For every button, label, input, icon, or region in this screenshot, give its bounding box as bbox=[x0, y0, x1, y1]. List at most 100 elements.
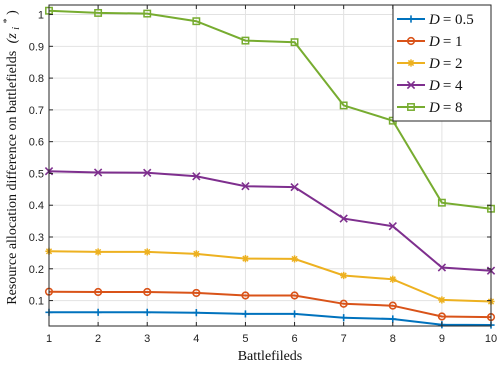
legend-series-value: = 8 bbox=[443, 100, 463, 116]
y-axis-label-text: Resource allocation difference on battle… bbox=[5, 51, 20, 305]
legend-label: D = 0.5 bbox=[428, 12, 474, 28]
y-tick-label: 0.4 bbox=[29, 200, 44, 212]
y-tick-label: 0.7 bbox=[29, 105, 44, 117]
data-point-marker bbox=[437, 263, 447, 272]
data-point-marker bbox=[340, 271, 348, 280]
y-tick-label: 0.8 bbox=[29, 73, 44, 85]
legend: D = 0.5D = 1D = 2D = 4D = 8 bbox=[392, 4, 492, 122]
series-line bbox=[48, 9, 492, 210]
legend-item: D = 1 bbox=[397, 34, 463, 50]
x-tick-label: 5 bbox=[242, 333, 248, 345]
legend-series-value: = 1 bbox=[443, 34, 463, 50]
data-point-marker bbox=[94, 8, 103, 17]
data-point-marker bbox=[339, 101, 348, 110]
legend-series-value: = 4 bbox=[443, 78, 463, 94]
y-tick-label: 0.3 bbox=[29, 232, 44, 244]
legend-series-name: D bbox=[428, 34, 440, 50]
y-tick-label: 0.2 bbox=[29, 264, 44, 276]
y-axis-label-superscript: * bbox=[2, 18, 13, 23]
data-point-marker bbox=[93, 168, 103, 177]
data-point-marker bbox=[241, 181, 250, 191]
legend-label: D = 2 bbox=[428, 56, 463, 72]
data-point-marker bbox=[437, 198, 446, 207]
x-tick-label: 6 bbox=[291, 333, 297, 345]
data-point-marker bbox=[407, 59, 415, 67]
grid-lines bbox=[48, 5, 492, 326]
data-point-marker bbox=[406, 80, 416, 90]
y-tick-label: 0.6 bbox=[29, 137, 44, 149]
data-point-marker bbox=[241, 255, 250, 263]
data-point-marker bbox=[94, 248, 102, 256]
legend-series-value: = 2 bbox=[443, 56, 463, 72]
series-line bbox=[48, 170, 492, 272]
legend-item: D = 4 bbox=[397, 78, 463, 94]
data-point-marker bbox=[241, 36, 250, 45]
legend-item: D = 8 bbox=[397, 100, 463, 116]
data-point-marker bbox=[192, 17, 201, 26]
data-point-marker bbox=[339, 214, 348, 223]
series-line bbox=[48, 290, 492, 319]
data-point-marker bbox=[389, 275, 397, 283]
data-point-marker bbox=[192, 309, 200, 317]
y-tick-label: 0.1 bbox=[29, 296, 44, 308]
legend-item: D = 2 bbox=[397, 56, 463, 72]
data-point-marker bbox=[192, 250, 200, 258]
x-tick-label: 4 bbox=[193, 333, 199, 345]
data-point-marker bbox=[407, 15, 415, 23]
x-tick-label: 1 bbox=[46, 333, 52, 345]
legend-label: D = 8 bbox=[428, 100, 463, 116]
y-tick-label: 0.5 bbox=[29, 168, 44, 180]
data-point-marker bbox=[241, 291, 250, 300]
legend-series-name: D bbox=[428, 12, 440, 28]
x-tick-label: 2 bbox=[95, 333, 101, 345]
data-point-marker bbox=[290, 291, 299, 300]
x-tick-label: 10 bbox=[485, 333, 497, 345]
data-point-marker bbox=[437, 312, 446, 321]
data-point-marker bbox=[406, 36, 416, 46]
y-axis-label-subscript: i bbox=[11, 27, 22, 30]
data-point-marker bbox=[389, 315, 397, 323]
legend-series-value: = 0.5 bbox=[443, 12, 474, 28]
data-point-marker bbox=[143, 308, 151, 316]
y-tick-label: 0.9 bbox=[29, 41, 44, 53]
data-point-marker bbox=[143, 168, 152, 177]
legend-item: D = 0.5 bbox=[397, 12, 474, 28]
data-point-marker bbox=[388, 301, 397, 310]
series-line bbox=[49, 311, 492, 326]
series-line bbox=[48, 250, 492, 303]
data-point-marker bbox=[407, 103, 415, 111]
y-tick-label: 1 bbox=[38, 10, 44, 22]
tick-labels: 1 2 3 4 5 6 7 8 9 10 0.1 0.2 0.3 0.4 0.5 0.6 0.7 0.8 0.9 1 bbox=[29, 10, 497, 345]
data-point-marker bbox=[290, 310, 299, 318]
data-point-marker bbox=[192, 172, 201, 181]
data-point-marker bbox=[290, 38, 299, 47]
x-tick-label: 3 bbox=[144, 333, 150, 345]
x-tick-label: 9 bbox=[439, 333, 445, 345]
data-point-marker bbox=[94, 308, 102, 316]
data-point-marker bbox=[290, 182, 299, 192]
data-point-marker bbox=[241, 310, 250, 318]
data-point-marker bbox=[438, 296, 446, 304]
y-axis-label-symbol: (z bbox=[5, 33, 20, 44]
y-axis-label-close: ) bbox=[5, 10, 20, 15]
legend-label: D = 1 bbox=[428, 34, 463, 50]
legend-series-name: D bbox=[428, 100, 440, 116]
data-point-marker bbox=[340, 314, 348, 322]
data-point-marker bbox=[388, 222, 397, 231]
data-point-marker bbox=[143, 287, 152, 297]
data-point-marker bbox=[339, 299, 348, 308]
legend-label: D = 4 bbox=[428, 78, 463, 94]
data-point-marker bbox=[143, 248, 151, 256]
x-axis-label: Battlefileds bbox=[238, 349, 303, 364]
series-2 bbox=[44, 287, 496, 322]
x-tick-label: 7 bbox=[341, 333, 347, 345]
plot-frame bbox=[48, 4, 492, 327]
series-3 bbox=[45, 247, 495, 306]
legend-series-name: D bbox=[428, 78, 440, 94]
y-axis-label: Resource allocation difference on battle… bbox=[0, 10, 23, 305]
data-point-marker bbox=[192, 288, 201, 298]
data-point-marker bbox=[143, 9, 152, 18]
data-point-marker bbox=[94, 287, 103, 297]
series-4 bbox=[44, 167, 496, 275]
